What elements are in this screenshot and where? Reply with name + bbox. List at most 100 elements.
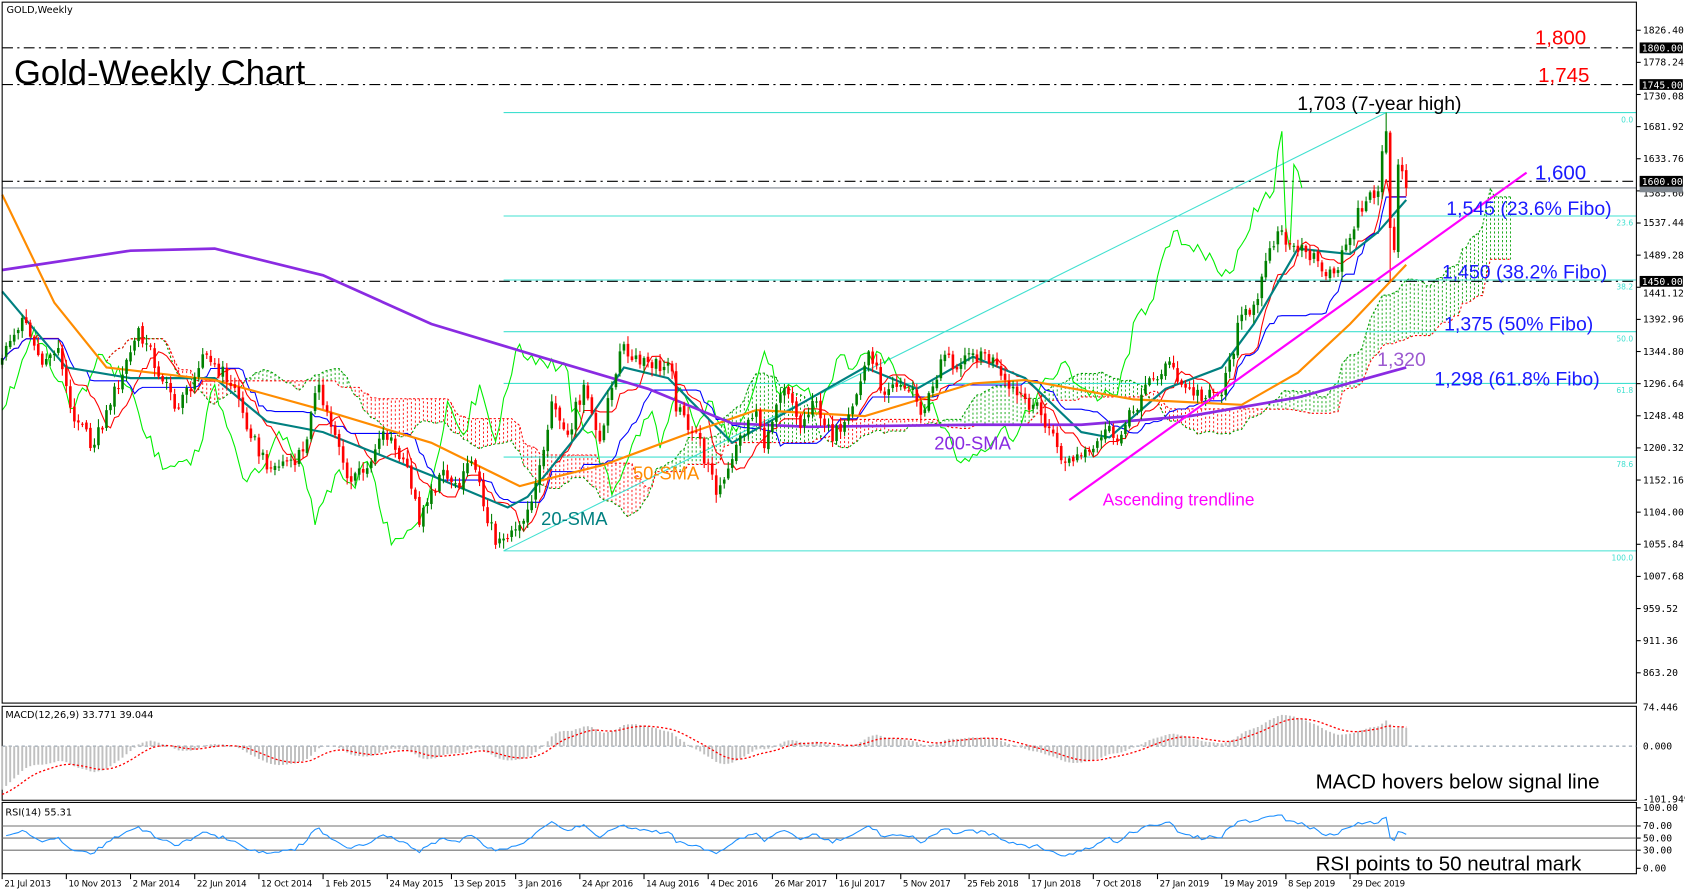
candle <box>999 359 1003 381</box>
candle <box>1067 455 1071 467</box>
candle <box>1160 369 1163 386</box>
chikou-span-line <box>1 131 1303 547</box>
candle <box>895 375 899 392</box>
candle <box>133 337 136 356</box>
candle-body <box>1228 359 1232 372</box>
candle <box>1300 237 1304 258</box>
candle <box>1272 240 1276 251</box>
candle <box>217 358 221 379</box>
candle-body <box>891 384 895 389</box>
candle-body <box>49 354 52 358</box>
label-1600: 1,600 <box>1535 161 1586 184</box>
candle-body <box>747 419 750 435</box>
candle <box>726 461 730 481</box>
candle-body <box>93 444 96 448</box>
rsi-annotation: RSI points to 50 neutral mark <box>1316 852 1582 875</box>
fibo-trend-line <box>503 112 1387 552</box>
candle <box>847 407 850 425</box>
candle <box>718 477 722 498</box>
candle-body <box>726 468 730 479</box>
candle-body <box>345 462 349 479</box>
candle-body <box>698 432 702 439</box>
candle <box>1292 243 1296 253</box>
candle-body <box>57 348 60 353</box>
macd-tick-label: 74.446 <box>1643 703 1678 714</box>
candle-body <box>979 351 983 361</box>
fibo-level-label: 0.0 <box>1621 115 1633 124</box>
candle-body <box>582 384 586 405</box>
candle-body <box>1288 243 1292 245</box>
candle-body <box>590 397 594 414</box>
candle <box>1063 456 1067 472</box>
candle-body <box>538 465 542 485</box>
candle-body <box>149 345 152 347</box>
candle-body <box>1400 164 1404 172</box>
label-fibo-38-2: 1,450 (38.2% Fibo) <box>1442 262 1607 284</box>
candle <box>690 426 694 441</box>
candle <box>173 388 176 412</box>
candle-body <box>1320 262 1324 272</box>
candle-body <box>1092 448 1095 453</box>
candle <box>185 385 188 404</box>
candle-body <box>1312 253 1316 259</box>
price-tick-label: 1007.68 <box>1643 572 1684 583</box>
candle <box>1168 357 1171 369</box>
candle <box>1104 422 1107 443</box>
candle <box>618 343 622 377</box>
candle <box>1043 404 1047 434</box>
candle <box>1051 425 1055 437</box>
candle-body <box>1180 380 1183 385</box>
candle-body <box>1324 272 1328 277</box>
candle <box>743 433 746 442</box>
candle-body <box>1284 232 1288 245</box>
date-tick-label: 24 Apr 2016 <box>582 880 633 890</box>
date-tick-label: 4 Dec 2016 <box>710 880 757 890</box>
fibo-level-label: 23.6 <box>1616 219 1633 228</box>
candle <box>153 342 156 377</box>
candle-body <box>1172 362 1175 368</box>
candle <box>1392 218 1396 253</box>
candle <box>1176 361 1179 384</box>
candle-body <box>586 385 590 399</box>
candle <box>1304 244 1308 259</box>
candle <box>987 349 991 368</box>
candle-body <box>943 354 947 362</box>
candle-body <box>1328 269 1332 279</box>
candle-body <box>65 367 68 387</box>
candle <box>759 407 762 431</box>
candle-body <box>550 401 554 429</box>
candle-body <box>193 377 197 390</box>
candle-body <box>189 389 193 392</box>
candle <box>225 363 229 390</box>
candle-body <box>614 374 618 388</box>
candle <box>887 382 891 403</box>
candle-body <box>1035 402 1039 406</box>
candle-body <box>1336 270 1340 273</box>
candle <box>1180 378 1183 388</box>
candle <box>558 405 562 430</box>
candle-body <box>895 382 899 387</box>
candle <box>730 453 734 473</box>
candle-body <box>357 468 361 475</box>
price-tick-label: 1441.12 <box>1643 288 1684 299</box>
candle <box>666 357 670 374</box>
candle <box>1368 190 1372 203</box>
candle-body <box>915 389 919 402</box>
candle-body <box>1019 393 1023 395</box>
candle-body <box>987 354 991 364</box>
candle-body <box>666 362 670 366</box>
candle-body <box>1276 231 1280 245</box>
candle-body <box>446 470 449 479</box>
candle <box>478 466 481 487</box>
candle-body <box>1148 378 1151 386</box>
candle-body <box>474 460 477 470</box>
current-price-box <box>1639 183 1683 193</box>
candle-body <box>1280 230 1284 232</box>
candle <box>1023 387 1027 404</box>
candle <box>538 458 542 493</box>
candle <box>510 525 513 542</box>
candle <box>1252 301 1256 324</box>
candle <box>598 422 602 444</box>
candle-body <box>329 412 333 427</box>
candle <box>121 366 124 394</box>
